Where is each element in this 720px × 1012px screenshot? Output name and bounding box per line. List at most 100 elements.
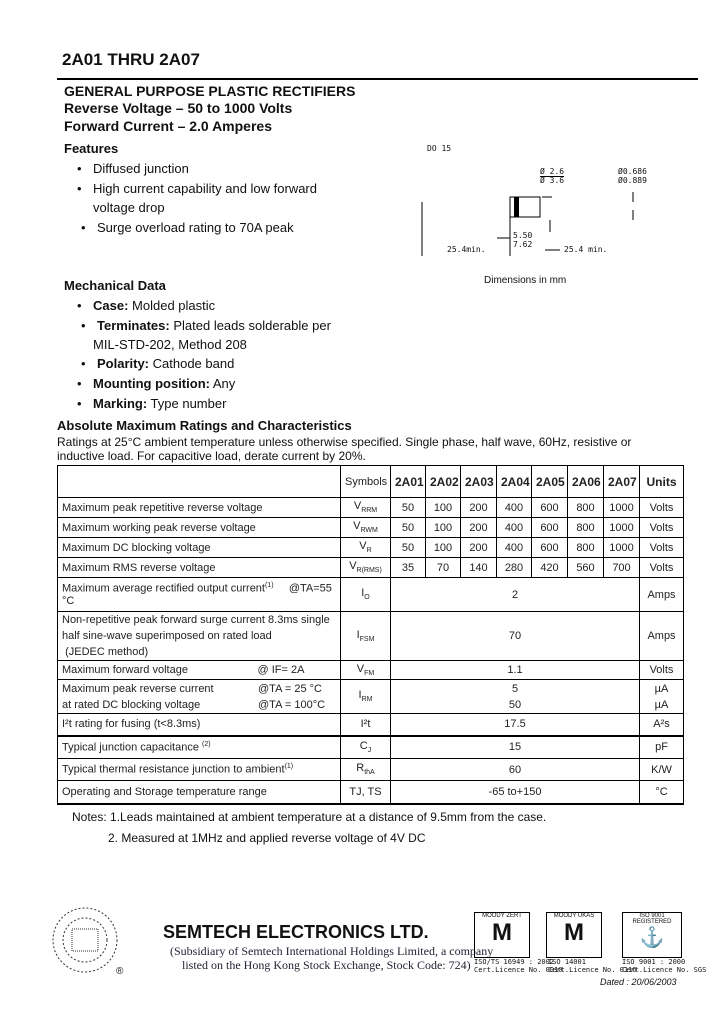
package-label: DO 15: [427, 144, 452, 153]
row-desc: Maximum RMS reverse voltage: [57, 557, 341, 578]
dimension-caption: Dimensions in mm: [484, 275, 567, 286]
ratings-table: Symbols 2A01 2A02 2A03 2A04 2A05 2A06 2A…: [57, 465, 684, 805]
mech-label: Mounting position:: [93, 376, 210, 391]
company-seal-icon: [52, 907, 118, 973]
row-value: 400: [496, 537, 532, 558]
mech-text: Plated leads solderable per: [169, 318, 331, 333]
row-value: 70: [425, 557, 461, 578]
title-rule: [57, 78, 698, 80]
row-value: 140: [460, 557, 497, 578]
col-header: 2A03: [460, 465, 497, 498]
row-desc: Maximum DC blocking voltage: [57, 537, 341, 558]
forward-current: Forward Current – 2.0 Amperes: [64, 118, 272, 134]
table-row: Operating and Storage temperature range T…: [57, 780, 684, 804]
col-header: 2A02: [425, 465, 461, 498]
lead-dia: Ø0.686: [618, 167, 647, 176]
features-heading: Features: [64, 141, 119, 156]
cert-logo-zert: MOODY ZERT M: [474, 912, 530, 958]
table-row: Maximum working peak reverse voltage VRWM…: [57, 517, 684, 538]
company-sub1: (Subsidiary of Semtech International Hol…: [170, 944, 494, 958]
row-value: 50: [390, 517, 426, 538]
mech-text: Cathode band: [149, 356, 235, 371]
row-value: 800: [567, 497, 604, 518]
col-header: 2A05: [531, 465, 568, 498]
lead-left: 25.4min.: [447, 245, 486, 254]
table-row: Maximum peak reverse current @TA = 25 °C a…: [57, 679, 684, 714]
row-value: 100: [425, 537, 461, 558]
row-symbol: VR(RMS): [340, 557, 391, 578]
row-symbol: VRRM: [340, 497, 391, 518]
cert-caption: ISO 14001 Cert.Licence No. 0116: [548, 958, 637, 974]
lead-dia2: Ø0.889: [618, 176, 647, 185]
row-value: 1000: [603, 517, 640, 538]
doc-title: 2A01 THRU 2A07: [62, 50, 200, 69]
mech-text: Type number: [147, 396, 227, 411]
row-value: 1000: [603, 537, 640, 558]
cert-logo-ukas: MOODY UKAS M: [546, 912, 602, 958]
body-length: 5.50: [513, 231, 533, 240]
mech-label: Marking:: [93, 396, 148, 411]
feature-item: High current capability and low forward: [77, 181, 317, 196]
row-desc: Maximum peak repetitive reverse voltage: [57, 497, 341, 518]
body-dia: Ø 2.6: [540, 167, 565, 177]
row-value: 700: [603, 557, 640, 578]
mech-label: Case:: [93, 298, 129, 313]
row-symbol: VRWM: [340, 517, 391, 538]
mechanical-heading: Mechanical Data: [64, 278, 166, 293]
mech-text: Molded plastic: [128, 298, 216, 313]
row-unit: Volts: [639, 557, 684, 578]
row-value: 200: [460, 517, 497, 538]
row-symbol: VR: [340, 537, 391, 558]
col-header: 2A01: [390, 465, 426, 498]
row-value: 280: [496, 557, 532, 578]
body-dia2: Ø 3.6: [540, 176, 565, 185]
body-length2: 7.62: [513, 240, 533, 249]
row-value: 420: [531, 557, 568, 578]
row-value: 600: [531, 517, 568, 538]
mech-text: Any: [209, 376, 236, 391]
row-value: 800: [567, 537, 604, 558]
row-unit: Volts: [639, 497, 684, 518]
ratings-heading: Absolute Maximum Ratings and Characteris…: [57, 418, 352, 433]
lead-right: 25.4 min.: [564, 245, 608, 254]
table-header: Symbols 2A01 2A02 2A03 2A04 2A05 2A06 2A…: [57, 465, 684, 498]
col-header: Units: [639, 465, 684, 498]
note-2: 2. Measured at 1MHz and applied reverse …: [108, 831, 426, 845]
col-header: Symbols: [340, 465, 391, 498]
row-value: 100: [425, 497, 461, 518]
row-value: 50: [390, 497, 426, 518]
feature-item: Surge overload rating to 70A peak: [81, 220, 294, 235]
table-row: Maximum DC blocking voltage VR 50 100 200 400…: [57, 537, 684, 558]
mech-label: Terminates:: [97, 318, 170, 333]
feature-item-cont: voltage drop: [93, 200, 165, 215]
diode-drawing: [421, 192, 634, 256]
col-header: 2A07: [603, 465, 640, 498]
table-row: Maximum average rectified output current…: [57, 577, 684, 612]
cert-caption: ISO/TS 16949 : 2002 Cert.Licence No. 0010: [474, 958, 563, 974]
note-1: Notes: 1.Leads maintained at ambient tem…: [72, 810, 547, 824]
table-row: I²t rating for fusing (t<8.3ms) I²t 17.5 A²…: [57, 713, 684, 736]
row-value: 400: [496, 517, 532, 538]
row-value: 600: [531, 537, 568, 558]
table-row: Non-repetitive peak forward surge curren…: [57, 611, 684, 661]
subtitle: GENERAL PURPOSE PLASTIC RECTIFIERS: [64, 83, 356, 99]
row-value: 400: [496, 497, 532, 518]
row-value: 200: [460, 497, 497, 518]
dated: Dated : 20/06/2003: [600, 977, 677, 987]
row-unit: Volts: [639, 537, 684, 558]
table-row: Typical junction capacitance (2) CJ 15 pF: [57, 735, 684, 759]
row-value: 600: [531, 497, 568, 518]
row-value: 100: [425, 517, 461, 538]
registered-mark: ®: [116, 966, 124, 977]
col-header: 2A04: [496, 465, 532, 498]
col-header: 2A06: [567, 465, 604, 498]
row-value: 800: [567, 517, 604, 538]
table-row: Typical thermal resistance junction to a…: [57, 758, 684, 781]
table-row: Maximum peak repetitive reverse voltage V…: [57, 497, 684, 518]
row-value: 35: [390, 557, 426, 578]
mech-label: Polarity:: [97, 356, 150, 371]
company-name: SEMTECH ELECTRONICS LTD.: [163, 922, 429, 942]
feature-item: Diffused junction: [77, 161, 189, 176]
ratings-intro2: inductive load. For capacitive load, der…: [57, 449, 366, 463]
